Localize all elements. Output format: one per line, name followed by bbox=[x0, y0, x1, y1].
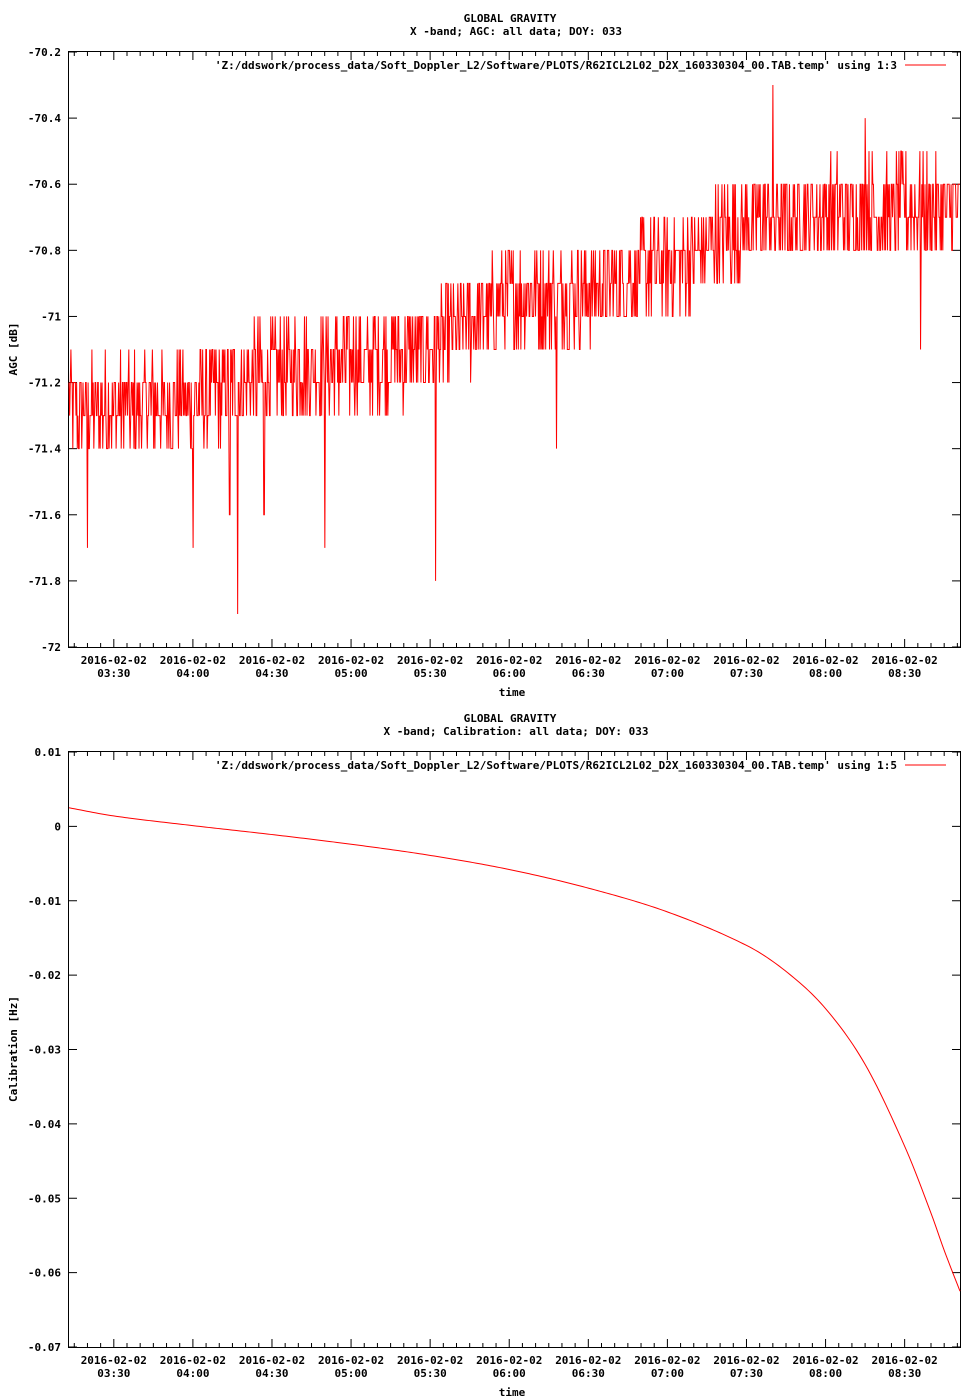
x-tick-label-time: 07:00 bbox=[651, 1367, 684, 1380]
x-tick-label-time: 04:30 bbox=[255, 1367, 288, 1380]
y-tick-label: -72 bbox=[41, 641, 61, 654]
x-tick-label-date: 2016-02-02 bbox=[81, 1354, 147, 1367]
y-tick-label: -0.07 bbox=[28, 1341, 61, 1354]
y-tick-label: -70.8 bbox=[28, 244, 61, 257]
x-tick-label-date: 2016-02-02 bbox=[634, 654, 700, 667]
x-tick-label-time: 08:00 bbox=[809, 1367, 842, 1380]
y-tick-label: -70.6 bbox=[28, 178, 61, 191]
y-axis-label: Calibration [Hz] bbox=[7, 996, 20, 1102]
x-tick-label-time: 06:30 bbox=[572, 1367, 605, 1380]
x-tick-label-time: 07:30 bbox=[730, 1367, 763, 1380]
y-tick-label: -0.05 bbox=[28, 1192, 61, 1205]
x-tick-label-time: 06:00 bbox=[493, 667, 526, 680]
x-tick-label-date: 2016-02-02 bbox=[555, 654, 621, 667]
y-tick-label: -0.01 bbox=[28, 895, 61, 908]
x-tick-label-date: 2016-02-02 bbox=[239, 1354, 305, 1367]
chart-title: GLOBAL GRAVITY bbox=[464, 712, 557, 725]
y-tick-label: -71.8 bbox=[28, 575, 61, 588]
y-tick-label: -0.04 bbox=[28, 1118, 61, 1131]
x-tick-label-date: 2016-02-02 bbox=[872, 654, 938, 667]
chart-subtitle: X -band; AGC: all data; DOY: 033 bbox=[410, 25, 622, 38]
y-tick-label: 0 bbox=[54, 820, 61, 833]
x-tick-label-date: 2016-02-02 bbox=[397, 1354, 463, 1367]
x-tick-label-date: 2016-02-02 bbox=[397, 654, 463, 667]
x-axis-label: time bbox=[499, 1386, 526, 1399]
x-tick-label-date: 2016-02-02 bbox=[555, 1354, 621, 1367]
x-tick-label-time: 06:30 bbox=[572, 667, 605, 680]
x-tick-label-time: 05:30 bbox=[414, 667, 447, 680]
x-tick-label-time: 03:30 bbox=[97, 1367, 130, 1380]
y-tick-label: -71.4 bbox=[28, 443, 61, 456]
x-tick-label-date: 2016-02-02 bbox=[476, 654, 542, 667]
agc-chart: GLOBAL GRAVITY X -band; AGC: all data; D… bbox=[7, 12, 961, 699]
x-tick-label-time: 08:00 bbox=[809, 667, 842, 680]
x-tick-label-date: 2016-02-02 bbox=[713, 654, 779, 667]
y-tick-label: -0.02 bbox=[28, 969, 61, 982]
series-line bbox=[68, 807, 961, 1292]
x-tick-label-date: 2016-02-02 bbox=[239, 654, 305, 667]
chart-subtitle: X -band; Calibration: all data; DOY: 033 bbox=[384, 725, 649, 738]
x-tick-label-time: 07:00 bbox=[651, 667, 684, 680]
x-tick-label-date: 2016-02-02 bbox=[160, 654, 226, 667]
x-tick-label-date: 2016-02-02 bbox=[318, 654, 384, 667]
y-tick-label: -71.2 bbox=[28, 377, 61, 390]
x-tick-label-time: 05:00 bbox=[334, 667, 367, 680]
x-tick-label-date: 2016-02-02 bbox=[872, 1354, 938, 1367]
x-tick-label-time: 07:30 bbox=[730, 667, 763, 680]
plot-frame bbox=[68, 751, 961, 1348]
x-tick-label-date: 2016-02-02 bbox=[634, 1354, 700, 1367]
x-tick-label-date: 2016-02-02 bbox=[792, 654, 858, 667]
x-tick-label-time: 06:00 bbox=[493, 1367, 526, 1380]
x-tick-label-date: 2016-02-02 bbox=[160, 1354, 226, 1367]
x-tick-label-time: 04:00 bbox=[176, 667, 209, 680]
y-tick-label: -71 bbox=[41, 310, 61, 323]
x-tick-label-date: 2016-02-02 bbox=[792, 1354, 858, 1367]
y-tick-label: -0.03 bbox=[28, 1044, 61, 1057]
y-axis-label: AGC [dB] bbox=[7, 323, 20, 376]
x-tick-label-time: 04:00 bbox=[176, 1367, 209, 1380]
x-tick-label-time: 05:30 bbox=[414, 1367, 447, 1380]
y-tick-label: -70.2 bbox=[28, 46, 61, 59]
legend-label: 'Z:/ddswork/process_data/Soft_Doppler_L2… bbox=[215, 59, 897, 72]
x-tick-label-date: 2016-02-02 bbox=[713, 1354, 779, 1367]
y-tick-label: -0.06 bbox=[28, 1267, 61, 1280]
series-line bbox=[68, 85, 960, 614]
x-axis-label: time bbox=[499, 686, 526, 699]
plot-frame bbox=[68, 51, 961, 648]
x-tick-label-date: 2016-02-02 bbox=[476, 1354, 542, 1367]
x-tick-label-date: 2016-02-02 bbox=[318, 1354, 384, 1367]
x-tick-label-time: 05:00 bbox=[334, 1367, 367, 1380]
y-tick-label: 0.01 bbox=[35, 746, 62, 759]
y-tick-label: -71.6 bbox=[28, 509, 61, 522]
chart-title: GLOBAL GRAVITY bbox=[464, 12, 557, 25]
x-tick-label-date: 2016-02-02 bbox=[81, 654, 147, 667]
x-tick-label-time: 03:30 bbox=[97, 667, 130, 680]
x-tick-label-time: 08:30 bbox=[888, 667, 921, 680]
x-tick-label-time: 08:30 bbox=[888, 1367, 921, 1380]
calibration-chart: GLOBAL GRAVITY X -band; Calibration: all… bbox=[7, 712, 961, 1399]
legend-label: 'Z:/ddswork/process_data/Soft_Doppler_L2… bbox=[215, 759, 897, 772]
y-tick-label: -70.4 bbox=[28, 112, 61, 125]
x-tick-label-time: 04:30 bbox=[255, 667, 288, 680]
